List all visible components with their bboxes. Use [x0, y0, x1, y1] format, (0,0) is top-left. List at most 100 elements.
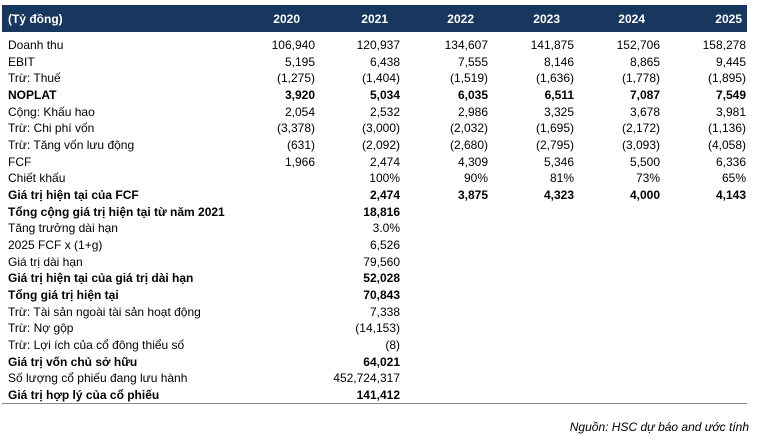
year-header: 2024 — [618, 12, 645, 26]
row-label: Cộng: Khấu hao — [8, 104, 95, 119]
row-label: Tăng trưởng dài hạn — [8, 221, 118, 236]
cell-value: (8) — [385, 338, 400, 353]
row-label: Doanh thu — [8, 38, 64, 52]
year-header: 2025 — [715, 12, 742, 26]
cell-value: (1,778) — [621, 71, 660, 86]
cell-value: 106,940 — [271, 38, 315, 52]
row-label: Tổng cộng giá trị hiện tại từ năm 2021 — [8, 204, 225, 219]
cell-value: 64,021 — [363, 354, 400, 369]
cell-value: 452,724,317 — [333, 371, 400, 386]
cell-value: 3,920 — [284, 88, 315, 102]
cell-value: 65% — [721, 171, 746, 186]
cell-value: (2,092) — [361, 138, 400, 153]
cell-value: (631) — [286, 138, 315, 153]
cell-value: (1,895) — [707, 71, 746, 86]
row-label: Chiết khấu — [8, 171, 66, 186]
cell-value: 2,474 — [369, 188, 400, 203]
cell-value: 6,438 — [369, 54, 400, 69]
cell-value: (2,795) — [535, 138, 574, 153]
cell-value: 18,816 — [363, 204, 400, 219]
cell-value: 120,937 — [356, 38, 400, 52]
cell-value: 4,143 — [715, 188, 746, 203]
cell-value: 4,000 — [629, 188, 660, 203]
cell-value: (1,275) — [276, 71, 315, 86]
row-label: Số lượng cổ phiếu đang lưu hành — [8, 371, 188, 386]
year-header: 2021 — [361, 12, 388, 26]
cell-value: 2,474 — [369, 154, 400, 169]
cell-value: (14,153) — [355, 321, 400, 336]
cell-value: (2,032) — [449, 121, 488, 136]
cell-value: 6,526 — [369, 238, 400, 253]
year-header: 2023 — [533, 12, 560, 26]
row-label: Giá trị vốn chủ sở hữu — [8, 354, 138, 369]
year-header: 2022 — [447, 12, 474, 26]
cell-value: 6,336 — [715, 154, 746, 169]
cell-value: (3,000) — [361, 121, 400, 136]
cell-value: 5,346 — [543, 154, 574, 169]
row-label: Trừ: Chi phí vốn — [8, 121, 95, 136]
row-label: Trừ: Tăng vốn lưu động — [8, 138, 135, 153]
cell-value: 6,511 — [544, 88, 574, 102]
cell-value: (1,636) — [535, 71, 574, 86]
source: Nguồn: HSC dự báo and ước tính — [569, 420, 749, 434]
row-label: EBIT — [8, 54, 35, 69]
cell-value: 5,195 — [284, 54, 315, 69]
row-label: Trừ: Nợ gộp — [8, 321, 74, 336]
cell-value: (1,519) — [449, 71, 488, 86]
cell-value: 1,966 — [284, 154, 315, 169]
cell-value: 152,706 — [616, 38, 660, 52]
cell-value: 3,981 — [715, 104, 746, 119]
cell-value: 8,865 — [629, 54, 660, 69]
cell-value: (1,695) — [535, 121, 574, 136]
cell-value: 2,532 — [369, 104, 400, 119]
row-label: NOPLAT — [8, 88, 57, 102]
row-label: Giá trị dài hạn — [8, 254, 83, 269]
cell-value: 52,028 — [363, 271, 400, 286]
cell-value: 90% — [463, 171, 488, 186]
cell-value: (3,093) — [621, 138, 660, 153]
row-label: Giá trị hợp lý của cổ phiếu — [8, 388, 160, 403]
cell-value: (2,172) — [621, 121, 660, 136]
header-bar — [2, 5, 747, 32]
cell-value: 141,875 — [530, 38, 574, 52]
cell-value: 81% — [549, 171, 574, 186]
cell-value: 134,607 — [444, 38, 488, 52]
row-label: Trừ: Lợi ích của cổ đông thiểu số — [8, 338, 185, 353]
cell-value: 5,034 — [369, 88, 400, 102]
cell-value: 4,323 — [543, 188, 574, 203]
cell-value: (1,404) — [361, 71, 400, 86]
row-label: Trừ: Thuế — [8, 71, 61, 86]
header-label: (Tỷ đồng) — [8, 12, 63, 26]
cell-value: 5,500 — [629, 154, 660, 169]
cell-value: 70,843 — [363, 288, 400, 303]
cell-value: 6,035 — [457, 88, 488, 102]
cell-value: 7,555 — [457, 54, 488, 69]
row-label: 2025 FCF x (1+g) — [8, 238, 103, 253]
row-label: Giá trị hiện tại của FCF — [8, 188, 139, 203]
cell-value: 7,087 — [629, 88, 660, 102]
cell-value: 100% — [369, 171, 400, 186]
cell-value: 3.0% — [372, 221, 400, 236]
cell-value: (3,378) — [276, 121, 315, 136]
cell-value: 158,278 — [702, 38, 746, 52]
cell-value: 2,054 — [284, 104, 315, 119]
cell-value: 9,445 — [715, 54, 746, 69]
cell-value: 2,986 — [457, 104, 488, 119]
cell-value: 79,560 — [363, 254, 400, 269]
cell-value: 3,325 — [543, 104, 574, 119]
cell-value: 73% — [635, 171, 660, 186]
cell-value: (2,680) — [449, 138, 488, 153]
cell-value: 3,678 — [629, 104, 660, 119]
cell-value: 141,412 — [356, 388, 400, 403]
bottom-rule — [2, 403, 747, 404]
cell-value: (1,136) — [707, 121, 746, 136]
cell-value: 8,146 — [543, 54, 574, 69]
cell-value: 3,875 — [457, 188, 488, 203]
year-header: 2020 — [273, 12, 300, 26]
row-label: Giá trị hiện tại của giá trị dài hạn — [8, 271, 194, 286]
cell-value: 7,549 — [715, 88, 746, 102]
row-label: Tổng giá trị hiện tại — [8, 288, 119, 303]
cell-value: 4,309 — [457, 154, 488, 169]
cell-value: (4,058) — [707, 138, 746, 153]
